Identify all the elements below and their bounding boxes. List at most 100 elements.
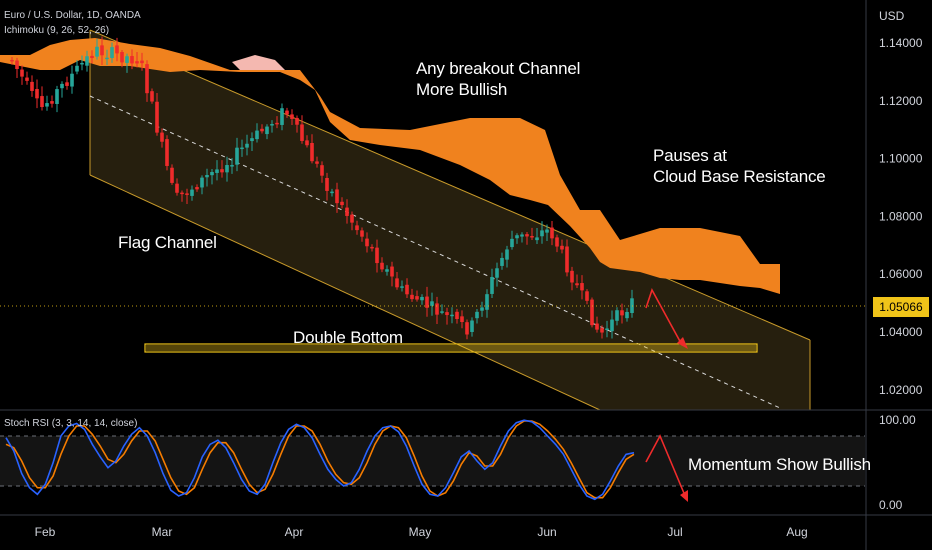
month-tick-label: Aug [786, 525, 807, 539]
candle-body [355, 225, 359, 231]
candle-body [605, 328, 609, 330]
candles [10, 36, 634, 340]
candle-body [600, 328, 604, 333]
candle-body [285, 110, 289, 115]
stoch-k-line [5, 419, 635, 501]
candle-body [365, 238, 369, 247]
candle-body [275, 122, 279, 125]
momentum-arrow-path [645, 434, 687, 499]
candle-body [545, 229, 549, 233]
candle-body [615, 310, 619, 321]
candle-body [505, 249, 509, 260]
candle-body [310, 142, 314, 162]
month-tick-label: Feb [35, 525, 56, 539]
candle-body [60, 83, 64, 89]
chart-overlays [0, 288, 865, 353]
candle-body [470, 320, 474, 332]
candle-body [485, 294, 489, 310]
month-tick-label: Jun [537, 525, 556, 539]
candle-body [510, 238, 514, 248]
price-tick-label: 1.06000 [879, 267, 923, 281]
cloud-bearish [0, 38, 780, 294]
candle-body [15, 60, 19, 70]
month-tick-label: Jul [667, 525, 682, 539]
candle-body [405, 284, 409, 295]
double-bottom-support-fill [146, 345, 756, 351]
candle-body [590, 299, 594, 326]
candle-body [435, 303, 439, 315]
candle-body [195, 187, 199, 190]
candle-body [610, 319, 614, 332]
annotation-breakout-line2: More Bullish [416, 80, 508, 99]
candle-body [440, 311, 444, 313]
month-tick-label: May [409, 525, 432, 539]
candle-body [380, 262, 384, 270]
candle-body [305, 140, 309, 146]
candle-body [160, 132, 164, 142]
candle-body [585, 291, 589, 301]
candle-body [395, 278, 399, 288]
candle-body [520, 234, 524, 237]
candle-body [200, 177, 204, 188]
candle-body [595, 323, 599, 330]
candle-body [270, 124, 274, 126]
channel-fill [90, 30, 810, 410]
candle-body [625, 311, 629, 319]
price-tick-label: 1.02000 [879, 383, 923, 397]
candle-body [465, 322, 469, 335]
momentum-arrow-head [680, 490, 688, 502]
candle-body [55, 89, 59, 104]
symbol-title: Euro / U.S. Dollar, 1D, OANDA [4, 10, 141, 21]
candle-body [515, 235, 519, 239]
candle-body [110, 47, 114, 59]
candle-body [555, 237, 559, 247]
candle-body [250, 138, 254, 142]
candle-body [280, 108, 284, 125]
price-arrow-path [645, 288, 683, 346]
candle-body [135, 61, 139, 64]
candle-body [455, 311, 459, 320]
candle-body [100, 45, 104, 56]
candle-body [130, 56, 134, 64]
candle-body [360, 230, 364, 237]
candle-body [295, 117, 299, 125]
candle-body [420, 296, 424, 301]
candle-body [400, 286, 404, 288]
candle-body [345, 207, 349, 216]
candle-body [340, 201, 344, 206]
ichimoku-cloud [0, 38, 780, 294]
candle-body [330, 191, 334, 194]
candle-body [75, 65, 79, 72]
candle-body [535, 237, 539, 241]
candle-body [410, 294, 414, 300]
candle-body [350, 214, 354, 223]
candle-body [565, 246, 569, 273]
price-tick-label: 1.14000 [879, 36, 923, 50]
candle-body [190, 189, 194, 196]
candle-body [105, 57, 109, 60]
ichimoku-label: Ichimoku (9, 26, 52, 26) [4, 25, 110, 36]
candle-body [30, 81, 34, 91]
candle-body [325, 177, 329, 191]
annotation-pause-line2: Cloud Base Resistance [653, 167, 826, 186]
candle-body [185, 193, 189, 195]
candle-body [35, 88, 39, 99]
candle-body [495, 268, 499, 278]
candle-body [125, 56, 129, 63]
candle-body [170, 167, 174, 183]
candle-body [20, 69, 24, 77]
candle-body [425, 296, 429, 308]
candle-body [230, 165, 234, 167]
candle-body [370, 246, 374, 249]
candle-body [210, 171, 214, 176]
candle-body [115, 45, 119, 54]
candle-body [150, 91, 154, 102]
price-arrow-head [677, 337, 688, 349]
candle-body [620, 310, 624, 316]
annotation-double-bottom: Double Bottom [293, 328, 403, 347]
candle-body [480, 307, 484, 311]
annotation-pause-line1: Pauses at [653, 146, 727, 165]
candle-body [65, 82, 69, 86]
